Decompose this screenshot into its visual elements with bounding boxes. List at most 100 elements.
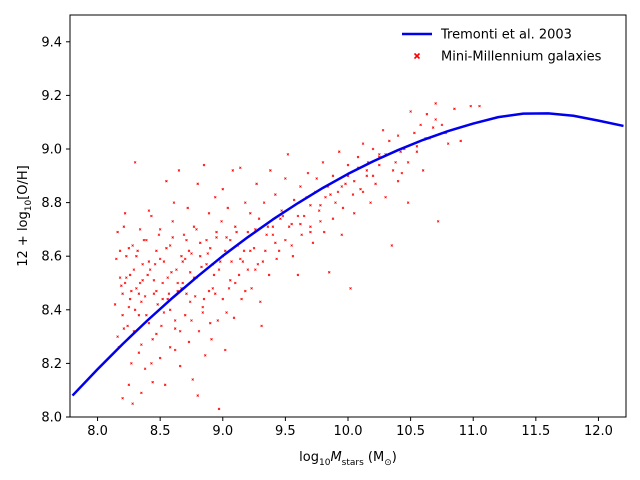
galaxy-point — [161, 297, 164, 301]
galaxy-point — [157, 233, 161, 237]
galaxy-point — [181, 260, 184, 263]
galaxy-point — [217, 407, 221, 411]
galaxy-point — [215, 230, 218, 234]
galaxy-point — [371, 174, 375, 178]
galaxy-point — [322, 230, 326, 234]
galaxy-point — [419, 123, 422, 127]
galaxy-point — [327, 270, 331, 274]
galaxy-point — [469, 104, 473, 108]
galaxy-point — [299, 222, 302, 226]
x-tick-label: 12.0 — [584, 424, 613, 439]
galaxy-point — [121, 313, 124, 317]
galaxy-point — [143, 367, 147, 371]
galaxy-point — [356, 155, 360, 159]
galaxy-point — [125, 276, 128, 279]
galaxy-point — [155, 332, 158, 336]
galaxy-point — [241, 260, 245, 263]
galaxy-point — [400, 171, 404, 175]
galaxy-point — [211, 287, 215, 290]
galaxy-point — [415, 145, 419, 148]
galaxy-point — [162, 260, 166, 263]
galaxy-point — [186, 206, 189, 210]
galaxy-point — [229, 238, 232, 242]
galaxy-point — [118, 249, 122, 253]
galaxy-point — [453, 107, 456, 111]
y-tick-label: 8.8 — [41, 196, 62, 211]
galaxy-point — [284, 238, 287, 242]
galaxy-point — [167, 292, 171, 296]
galaxy-point — [331, 217, 335, 220]
galaxy-point — [140, 391, 143, 395]
galaxy-point — [150, 214, 153, 218]
galaxy-point — [274, 241, 277, 245]
y-tick-label: 8.2 — [41, 357, 62, 372]
galaxy-point — [123, 212, 127, 215]
galaxy-point — [135, 254, 138, 258]
galaxy-point — [125, 254, 128, 258]
galaxy-point — [396, 179, 400, 183]
galaxy-point — [151, 380, 154, 384]
galaxy-point — [217, 268, 221, 271]
galaxy-point — [421, 169, 425, 172]
galaxy-point — [459, 139, 462, 143]
galaxy-point — [436, 220, 440, 223]
galaxy-point — [352, 212, 356, 215]
galaxy-point — [136, 249, 139, 253]
galaxy-point — [374, 182, 377, 186]
x-tick-label: 11.5 — [521, 424, 550, 439]
galaxy-point — [399, 150, 402, 153]
galaxy-point — [239, 166, 242, 170]
galaxy-point — [177, 169, 181, 172]
galaxy-point — [191, 378, 195, 381]
galaxy-point — [239, 257, 242, 261]
galaxy-point — [212, 273, 216, 277]
galaxy-point — [166, 276, 169, 279]
galaxy-point — [413, 131, 416, 135]
plot-frame — [69, 14, 627, 418]
galaxy-point — [207, 212, 211, 215]
galaxy-point — [200, 265, 203, 269]
galaxy-point — [235, 230, 238, 234]
galaxy-point — [158, 356, 162, 360]
galaxy-point — [133, 308, 137, 312]
galaxy-point — [344, 182, 347, 186]
galaxy-point — [210, 337, 213, 341]
galaxy-point — [213, 292, 217, 296]
galaxy-point — [390, 244, 394, 247]
y-tick-label: 9.0 — [41, 143, 62, 158]
galaxy-point — [388, 139, 391, 143]
galaxy-point — [275, 257, 278, 261]
galaxy-point — [391, 169, 395, 172]
galaxy-point — [146, 273, 149, 277]
galaxy-point — [118, 276, 122, 279]
galaxy-point — [334, 201, 337, 204]
galaxy-point — [171, 236, 174, 239]
x-axis-label: log10Mstars (M⊙) — [299, 450, 397, 468]
galaxy-point — [190, 319, 193, 322]
galaxy-point — [173, 327, 177, 330]
galaxy-point — [256, 262, 260, 266]
galaxy-point — [178, 329, 182, 333]
galaxy-point — [121, 292, 124, 296]
galaxy-point — [244, 201, 247, 204]
galaxy-point — [309, 203, 312, 207]
galaxy-point — [173, 348, 177, 352]
galaxy-point — [147, 260, 151, 263]
galaxy-point — [151, 337, 154, 341]
galaxy-point — [309, 225, 312, 229]
galaxy-point — [271, 233, 275, 237]
x-tick-label: 8.5 — [150, 424, 171, 439]
galaxy-point — [130, 289, 133, 293]
galaxy-point — [181, 281, 184, 285]
galaxy-point — [138, 281, 142, 285]
galaxy-point — [269, 169, 272, 172]
galaxy-point — [279, 217, 282, 220]
galaxy-point — [178, 364, 182, 368]
galaxy-point — [201, 305, 205, 309]
galaxy-point — [190, 252, 193, 255]
galaxy-point — [197, 329, 201, 333]
galaxy-point — [188, 270, 192, 274]
galaxy-point — [237, 273, 241, 277]
galaxy-point — [261, 260, 265, 263]
galaxy-point — [306, 171, 310, 175]
